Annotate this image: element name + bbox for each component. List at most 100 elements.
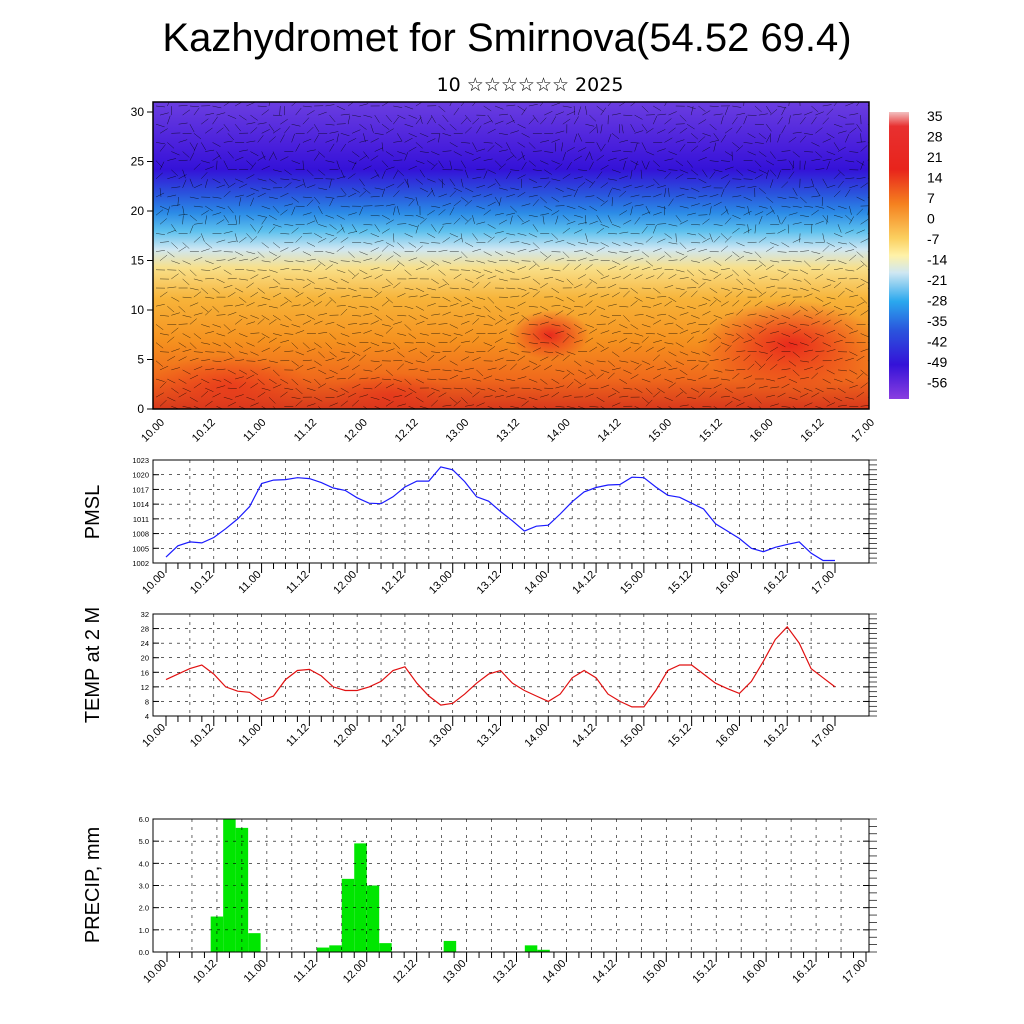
wind-barb [235,178,244,183]
wind-barb [766,341,776,343]
wind-barb [374,291,382,298]
wind-barb [521,400,529,407]
wind-barb [189,215,198,222]
wind-barb [246,282,254,289]
wind-barb [532,186,542,189]
wind-barb [540,196,548,204]
y-tick-label: 1005 [132,544,149,553]
wind-barb [815,387,824,393]
wind-barb [562,336,570,343]
wind-barb [250,256,259,261]
wind-barb [578,222,587,225]
wind-barb [585,281,593,289]
wind-barb [770,315,779,319]
wind-barb [465,313,474,316]
wind-barb [329,179,332,188]
wind-barb [732,300,740,307]
wind-barb [596,215,602,223]
wind-barb [822,104,832,107]
wind-barb [250,402,259,407]
wind-barb [788,196,798,199]
wind-barb [611,387,620,394]
wind-barb [159,241,169,243]
wind-barb [419,242,429,244]
wind-barb [585,374,594,380]
wind-barb [724,127,733,134]
wind-barb [698,360,708,363]
wind-barb [201,118,209,125]
wind-barb [747,313,757,316]
wind-barb [347,173,356,180]
temp-grid [153,614,869,726]
wind-barb [419,133,429,137]
wind-barb [189,196,199,199]
wind-barb [250,291,259,298]
wind-barb [872,221,880,225]
wind-barb [736,278,744,286]
wind-barb [788,342,798,346]
x-tick-label: 16.12 [761,569,789,597]
wind-barb [227,133,235,141]
wind-barb [668,367,678,371]
wind-barb [747,224,750,234]
wind-barb [268,136,276,143]
wind-barb [532,224,539,232]
wind-barb [329,168,339,170]
wind-barb [619,395,629,398]
wind-barb [720,245,729,252]
wind-barb [664,342,674,345]
wind-barb [460,356,470,362]
wind-barb [544,315,553,319]
wind-barb [212,116,218,125]
wind-barb [758,260,766,267]
wind-barb [804,205,814,208]
wind-barb [284,126,291,134]
wind-barb [284,350,294,352]
wind-barb [555,163,563,170]
wind-barb [777,251,787,253]
wind-barb [766,246,774,252]
wind-barb [645,260,654,267]
wind-barb [679,220,688,225]
wind-barb [623,387,633,390]
wind-barb [227,351,235,359]
wind-barb [641,360,651,365]
wind-barb [385,327,393,334]
wind-barb [476,296,486,300]
wind-barb [246,214,255,221]
wind-barb [272,406,277,409]
wind-barb [713,235,721,243]
wind-barb [506,269,515,274]
wind-barb [239,258,249,261]
wind-barb [540,251,548,258]
wind-barb [573,360,582,367]
x-tick-label: 10.12 [190,417,218,445]
wind-barb [540,160,549,165]
wind-barb [528,214,538,218]
wind-barb [404,360,414,365]
wind-barb [517,105,526,112]
x-tick-label: 10.12 [188,722,216,750]
wind-barb [845,177,855,180]
wind-barb [280,324,289,328]
wind-barb [498,329,508,334]
wind-barb [431,151,440,156]
wind-barb [690,133,699,140]
wind-barb [348,305,357,309]
wind-barb [652,224,657,234]
wind-barb [374,205,384,207]
wind-barb [325,160,335,163]
wind-barb [348,287,357,292]
wind-barb [811,355,819,361]
wind-barb [483,306,491,313]
wind-barb [449,124,457,131]
wind-barb [781,216,787,225]
wind-barb [363,369,373,372]
wind-barb [510,241,520,243]
wind-barb [562,251,570,259]
wind-barb [234,251,244,256]
x-tick-label: 12.00 [342,417,370,445]
wind-barb [182,260,191,265]
wind-barb [201,359,211,362]
x-tick-label: 15.12 [666,569,694,597]
